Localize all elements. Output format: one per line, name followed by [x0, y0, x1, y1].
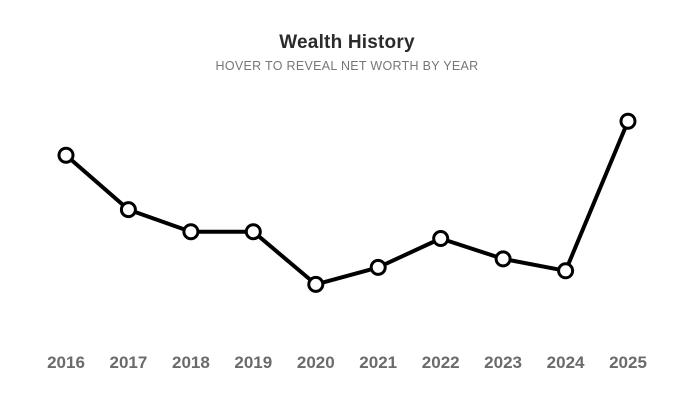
x-tick-label-2025: 2025	[609, 353, 647, 372]
data-point-layer	[57, 112, 637, 293]
data-point-2017[interactable]	[119, 201, 137, 219]
data-point-2020[interactable]	[307, 275, 325, 293]
x-tick-label-2020: 2020	[297, 353, 335, 372]
series-line-layer	[64, 119, 630, 287]
data-point-2018[interactable]	[182, 223, 200, 241]
data-point-2023[interactable]	[494, 250, 512, 268]
data-point-2025[interactable]	[619, 112, 637, 130]
chart-title: Wealth History	[279, 32, 415, 53]
data-point-2021[interactable]	[369, 258, 387, 276]
data-point-2022[interactable]	[432, 230, 450, 247]
x-tick-label-2019: 2019	[234, 353, 272, 372]
data-point-2024[interactable]	[557, 262, 575, 280]
chart-subtitle: HOVER TO REVEAL NET WORTH BY YEAR	[215, 59, 479, 73]
data-point-2019[interactable]	[244, 223, 262, 241]
x-tick-label-2017: 2017	[109, 353, 147, 372]
data-point-2016[interactable]	[57, 146, 75, 164]
x-tick-label-2021: 2021	[359, 353, 397, 372]
x-tick-label-2024: 2024	[547, 353, 585, 372]
x-tick-label-2016: 2016	[47, 353, 85, 372]
x-tick-label-2022: 2022	[422, 353, 460, 372]
series-line	[64, 119, 630, 287]
x-tick-label-2018: 2018	[172, 353, 210, 372]
x-axis-ticks: 2016 2017 2018 2019 2020 2021 2022 2023 2024 2025	[47, 353, 647, 372]
x-tick-label-2023: 2023	[484, 353, 522, 372]
